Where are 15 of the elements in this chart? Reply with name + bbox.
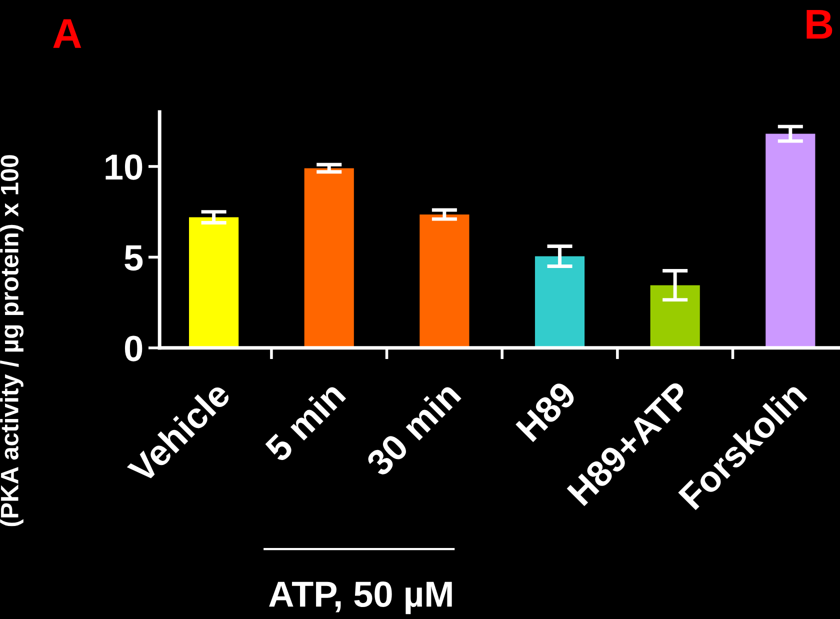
y-tick-label: 10 (106, 154, 142, 180)
text: A (53, 19, 82, 48)
x-tick-label: 5 min (263, 380, 346, 464)
y-tick-label: 0 (124, 336, 142, 362)
text: ATP, 50 µM (269, 581, 452, 614)
bar (189, 217, 239, 348)
bar (650, 285, 700, 348)
bar (534, 256, 585, 348)
bar (304, 168, 354, 348)
text: B (806, 10, 832, 39)
bar (420, 214, 470, 348)
x-tick-label: 30 min (364, 380, 462, 478)
bar (766, 134, 816, 348)
y-tick-label: 5 (124, 245, 143, 271)
y-axis-title: (PKA activity / µg protein) x 100 (0, 155, 24, 526)
